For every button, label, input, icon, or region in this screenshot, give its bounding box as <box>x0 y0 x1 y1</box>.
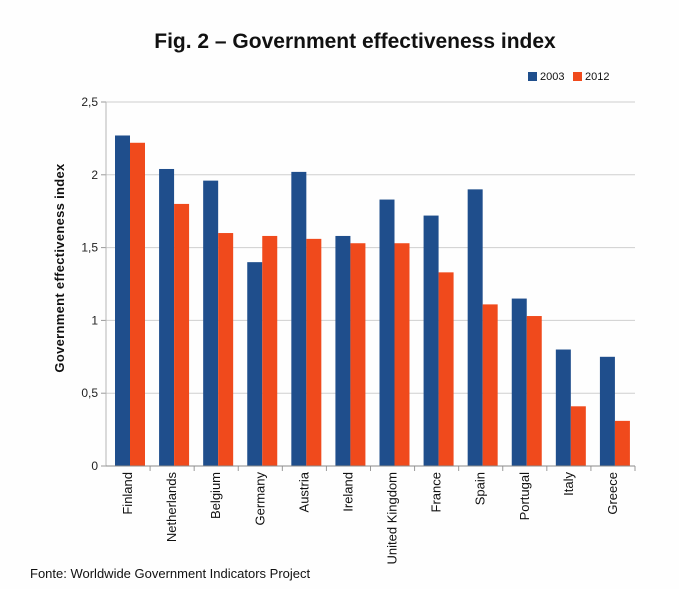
legend: 2003 2012 <box>528 71 609 83</box>
y-axis-ticks: 0 0,5 1 1,5 2 2,5 <box>81 95 98 473</box>
bar-2003-portugal <box>511 298 527 466</box>
bar-2012-france <box>438 272 454 466</box>
bar-2003-belgium <box>203 180 219 466</box>
bar-2003-greece <box>599 356 615 466</box>
y-tick-label: 2,5 <box>81 95 98 109</box>
bar-2003-france <box>423 215 439 466</box>
bar-2012-finland <box>130 142 145 466</box>
bar-2003-netherlands <box>159 168 175 466</box>
bar-2012-austria <box>306 238 322 466</box>
x-category-label: France <box>429 472 444 512</box>
bar-2012-united-kingdom <box>394 243 410 466</box>
x-category-label: Finland <box>120 472 135 515</box>
bars <box>115 135 630 467</box>
bar-2003-ireland <box>335 235 351 466</box>
bar-2012-italy <box>570 406 586 466</box>
bar-2003-italy <box>555 349 571 466</box>
x-category-label: Germany <box>252 472 267 526</box>
legend-swatch-2003 <box>528 72 537 81</box>
x-category-label: Portugal <box>517 472 532 521</box>
bar-2012-netherlands <box>174 203 190 467</box>
x-category-label: Spain <box>473 472 488 505</box>
bar-2012-germany <box>262 235 278 466</box>
bar-2012-greece <box>614 420 630 466</box>
x-category-label: Netherlands <box>164 472 179 543</box>
bar-2003-spain <box>467 189 483 467</box>
bar-2003-finland <box>115 135 130 466</box>
gridlines <box>101 101 636 471</box>
bar-2012-portugal <box>526 316 542 466</box>
x-category-label: Greece <box>605 472 620 515</box>
y-tick-label: 0 <box>91 459 98 473</box>
y-tick-label: 1 <box>91 313 98 327</box>
y-tick-label: 0,5 <box>81 386 98 400</box>
x-category-label: Austria <box>296 471 311 512</box>
source-note: Fonte: Worldwide Government Indicators P… <box>30 566 310 581</box>
chart-title: Fig. 2 – Government effectiveness index <box>154 30 556 53</box>
y-axis-label: Government effectiveness index <box>52 163 67 373</box>
x-category-label: United Kingdom <box>385 472 400 565</box>
x-axis-categories: Finland Netherlands Belgium Germany Austria I… <box>120 471 620 564</box>
bar-2012-belgium <box>218 233 234 466</box>
bar-2012-ireland <box>350 243 366 466</box>
y-tick-label: 1,5 <box>81 241 98 255</box>
x-category-label: Italy <box>561 472 576 496</box>
y-tick-label: 2 <box>91 168 98 182</box>
legend-swatch-2012 <box>573 72 582 81</box>
x-category-label: Belgium <box>208 472 223 519</box>
bar-2003-austria <box>291 171 307 466</box>
bar-2003-united-kingdom <box>379 199 395 466</box>
legend-label-2012: 2012 <box>585 71 609 83</box>
x-category-label: Ireland <box>340 472 355 512</box>
legend-label-2003: 2003 <box>540 71 564 83</box>
bar-2012-spain <box>482 304 498 466</box>
bar-2003-germany <box>247 262 263 466</box>
